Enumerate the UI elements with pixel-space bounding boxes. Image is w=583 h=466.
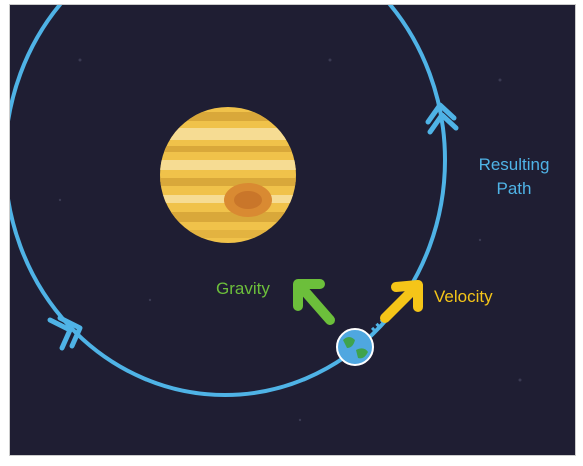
gravity-label: Gravity xyxy=(216,279,270,298)
velocity-label: Velocity xyxy=(434,287,493,306)
diagram: Gravity Velocity Resulting Path xyxy=(0,0,583,466)
space-background xyxy=(10,5,576,456)
earth xyxy=(337,329,373,365)
page: Gravity Velocity Resulting Path (() => {… xyxy=(0,0,583,466)
path-label: Path xyxy=(497,179,532,198)
path-label: Resulting xyxy=(479,155,550,174)
